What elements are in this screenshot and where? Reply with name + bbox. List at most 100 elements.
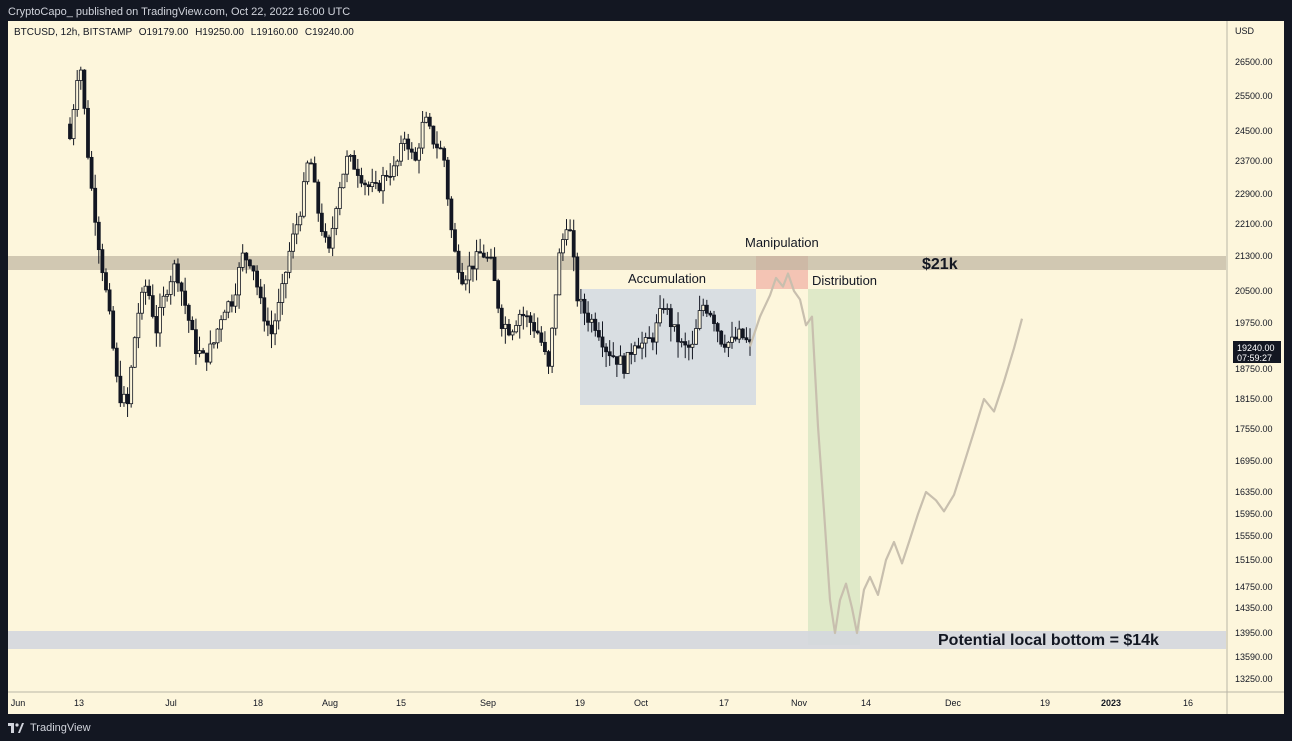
candle-body: [557, 252, 562, 296]
candle-body: [100, 249, 105, 274]
candle-body: [190, 319, 195, 331]
candle-body: [233, 294, 238, 307]
candle-body: [247, 259, 252, 267]
x-tick-label: 2023: [1101, 698, 1121, 708]
x-tick-labels: Jun 13 Jul 18 Aug 15 Sep 19 Oct 17 Nov 14 Dec 19 2023 1…: [11, 698, 1193, 708]
candle-body: [75, 80, 80, 110]
candle-body: [471, 265, 475, 270]
candle-body: [719, 330, 724, 345]
candle-body: [525, 315, 529, 318]
candle-body: [208, 343, 213, 363]
x-tick-label: Aug: [322, 698, 338, 708]
candle-body: [550, 327, 555, 367]
candle-body: [147, 285, 152, 297]
candle-body: [355, 168, 360, 176]
candle-body: [586, 312, 590, 323]
candle-body: [399, 143, 403, 162]
candle-body: [697, 310, 702, 329]
candle-body: [492, 256, 497, 282]
candle-body: [140, 291, 144, 314]
candle-body: [643, 337, 648, 344]
candle-body: [172, 263, 177, 283]
candle-body: [183, 290, 188, 306]
high-value: H19250.00: [195, 27, 244, 38]
candle-body: [309, 162, 313, 165]
candle-body: [71, 109, 76, 140]
open-value: O19179.00: [138, 27, 189, 38]
candle-body: [312, 163, 317, 183]
bottom-band: [8, 631, 1226, 649]
candle-body: [273, 320, 277, 335]
candle-body: [201, 350, 206, 354]
candle-body: [186, 304, 191, 321]
candle-body: [114, 347, 119, 377]
candle-body: [532, 322, 537, 332]
candle-body: [715, 323, 720, 332]
candle-body: [395, 160, 400, 167]
candle-body: [381, 174, 385, 192]
candle-body: [132, 337, 137, 368]
candle-body: [345, 155, 349, 175]
candle-body: [348, 154, 353, 157]
candle-body: [417, 147, 421, 161]
y-tick-label: 15150.00: [1235, 555, 1273, 565]
candle-body: [514, 325, 519, 333]
candle-body: [291, 233, 295, 252]
candle-body: [499, 307, 504, 329]
candle-body: [453, 229, 457, 252]
candle-body: [377, 182, 382, 192]
candle-body: [445, 159, 450, 200]
chart-panel[interactable]: Accumulation Manipulation Distribution $…: [8, 21, 1284, 714]
candle-body: [366, 184, 371, 188]
candle-body: [553, 294, 558, 329]
candle-body: [420, 121, 425, 149]
last-price-tag: [1233, 341, 1281, 363]
distribution-label: Distribution: [812, 273, 877, 288]
candle-body: [722, 343, 727, 348]
candle-body: [258, 286, 263, 299]
candle-body: [611, 355, 616, 358]
y-tick-label: 18150.00: [1235, 394, 1273, 404]
candle-body: [204, 352, 209, 363]
candle-body: [283, 271, 288, 285]
candle-body: [373, 182, 378, 184]
y-tick-label: 18750.00: [1235, 364, 1273, 374]
x-tick-label: 18: [253, 698, 263, 708]
distribution-zone: [808, 289, 860, 645]
candle-body: [463, 279, 468, 285]
candle-body: [251, 265, 256, 272]
candle-body: [481, 252, 486, 258]
low-value: L19160.00: [250, 27, 299, 38]
candle-body: [730, 336, 734, 343]
symbol-label: BTCUSD, 12h, BITSTAMP: [14, 27, 132, 38]
x-tick-label: 19: [1040, 698, 1050, 708]
candle-body: [352, 154, 357, 170]
candle-body: [478, 251, 483, 254]
price-chart[interactable]: Accumulation Manipulation Distribution $…: [8, 21, 1284, 714]
x-tick-label: Oct: [634, 698, 649, 708]
candle-body: [614, 356, 619, 365]
x-tick-label: 17: [719, 698, 729, 708]
candle-body: [327, 236, 331, 249]
candle-body: [301, 181, 306, 217]
candle-body: [107, 289, 112, 312]
y-tick-label: 15950.00: [1235, 509, 1273, 519]
candle-body: [676, 324, 680, 343]
candle-body: [255, 270, 259, 288]
candle-body: [158, 306, 162, 334]
y-tick-label: 26500.00: [1235, 57, 1273, 67]
manipulation-label: Manipulation: [745, 235, 819, 250]
candle-body: [539, 332, 544, 343]
candle-body: [679, 341, 684, 343]
candle-body: [578, 298, 583, 302]
candle-body: [600, 336, 605, 348]
candle-body: [647, 337, 652, 339]
candle-body: [582, 298, 587, 314]
candle-body: [449, 198, 454, 231]
candle-body: [546, 351, 551, 367]
candle-body: [517, 313, 522, 326]
y-tick-label: 13950.00: [1235, 628, 1273, 638]
x-tick-label: 15: [396, 698, 406, 708]
x-tick-label: Sep: [480, 698, 496, 708]
y-tick-labels: 26500.00 25500.00 24500.00 23700.00 22900.00…: [1235, 57, 1273, 684]
